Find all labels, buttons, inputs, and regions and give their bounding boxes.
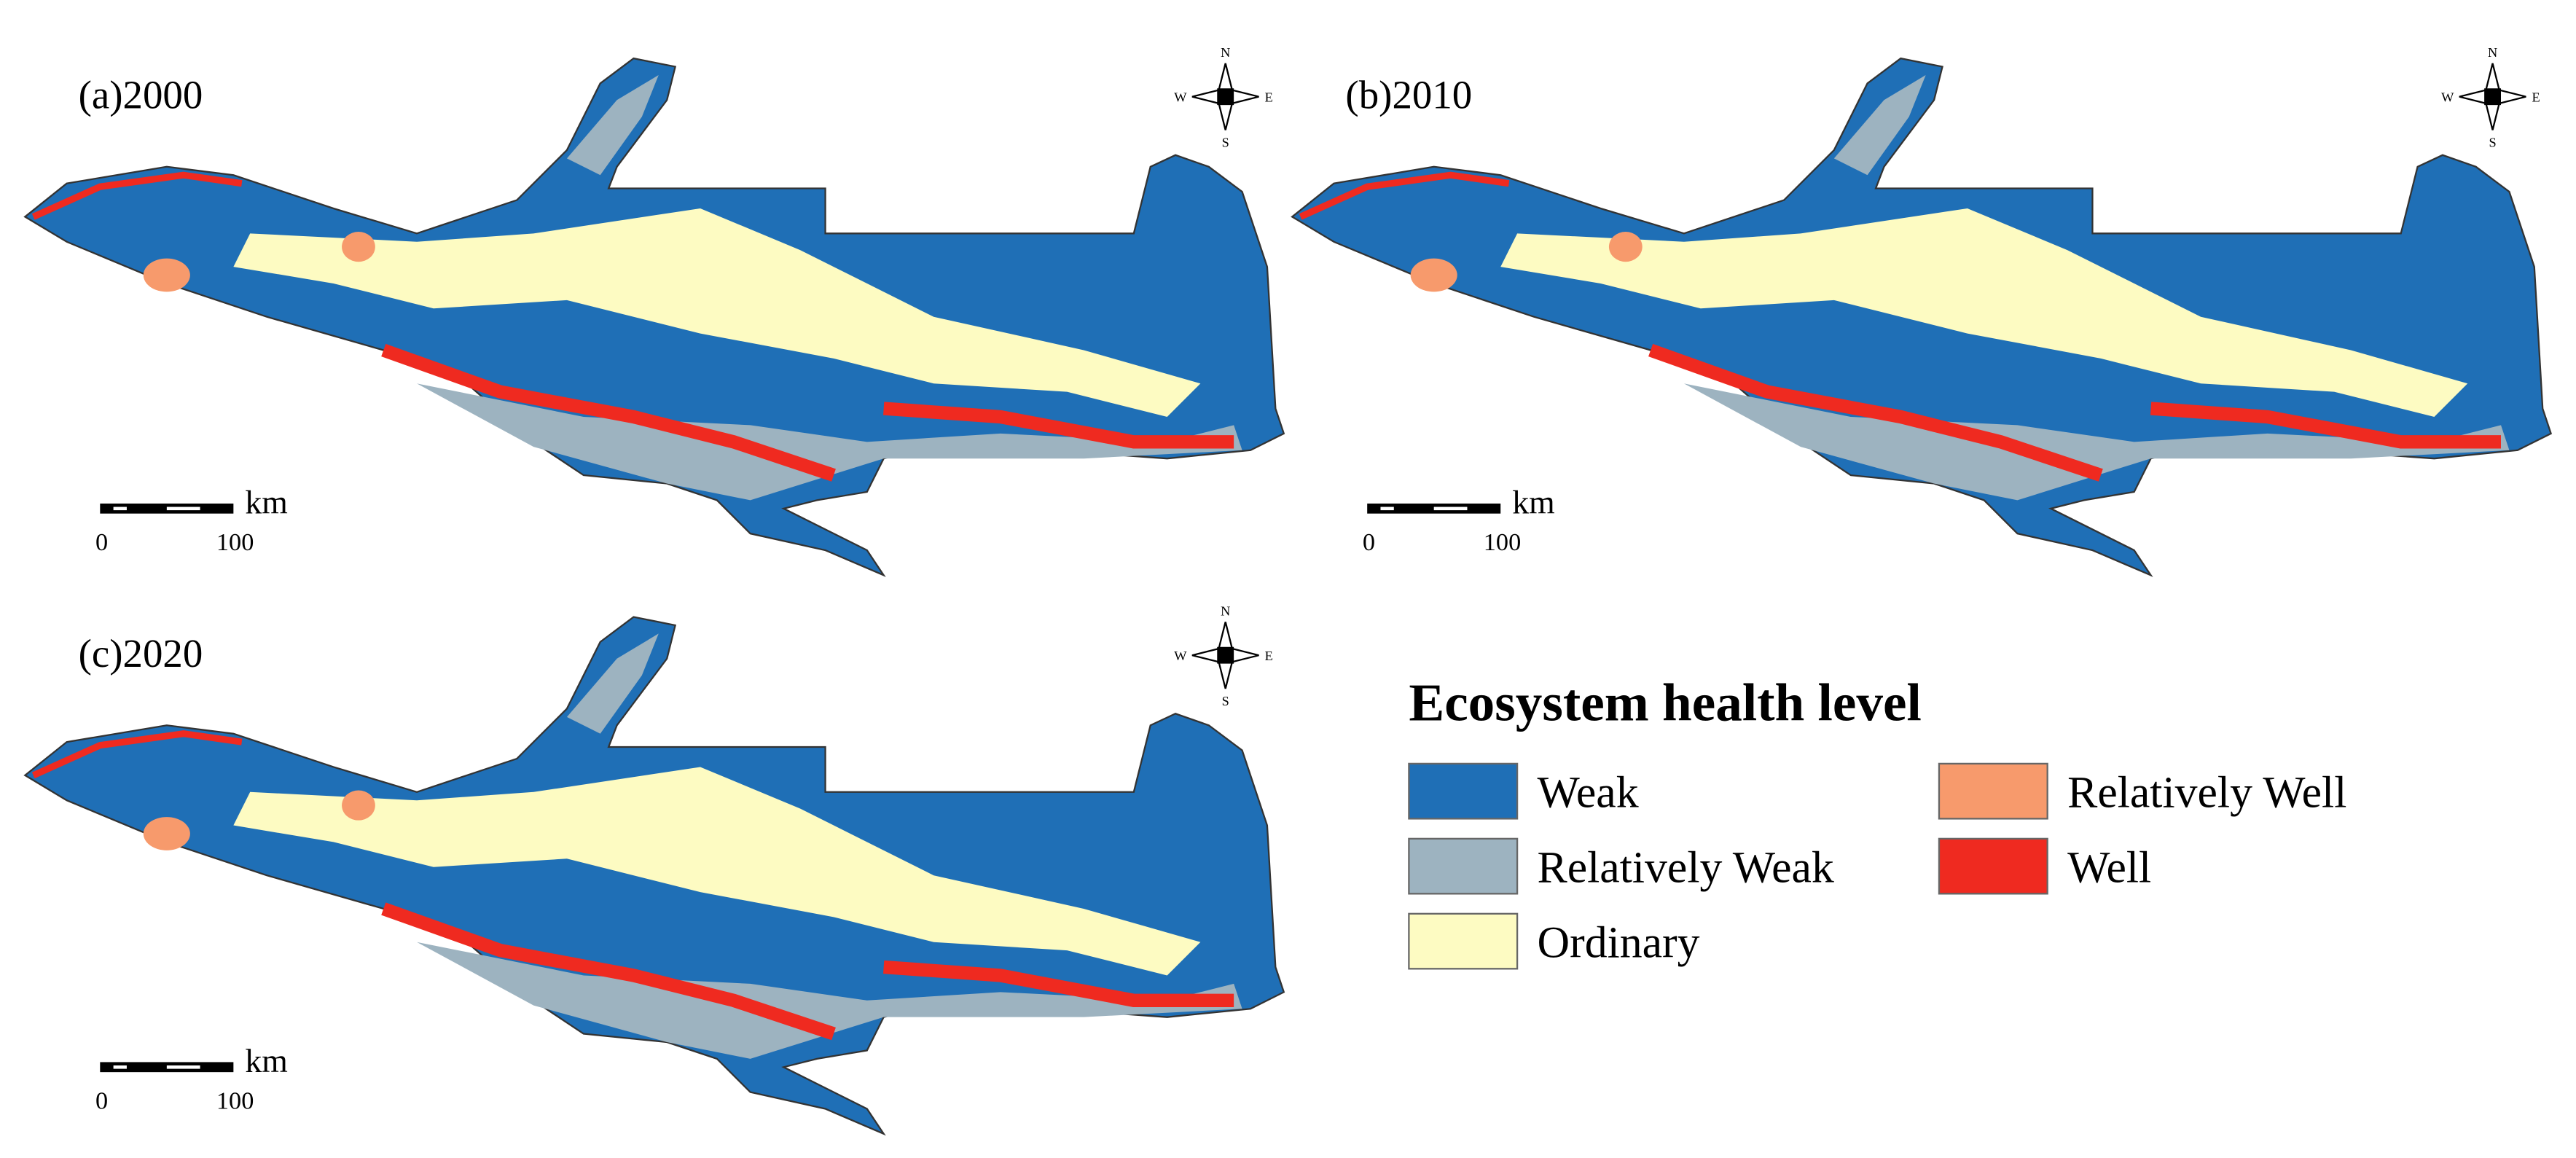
scale-start: 0 <box>95 528 108 556</box>
legend-label: Ordinary <box>1538 918 1700 967</box>
map-region <box>417 383 1242 501</box>
panel-label: (b)2010 <box>1345 73 1472 117</box>
legend-swatch <box>1938 837 2048 895</box>
legend-label: Relatively Well <box>2067 767 2346 817</box>
scale-start: 0 <box>1363 528 1375 556</box>
map-region <box>381 343 836 482</box>
scale-start: 0 <box>95 1087 108 1115</box>
compass-e: E <box>1265 649 1273 663</box>
map-region <box>1833 74 1926 176</box>
map-region <box>143 817 190 850</box>
map-region <box>1410 258 1457 292</box>
panel-label: (c)2020 <box>79 631 203 676</box>
compass: N S W E <box>1174 603 1272 708</box>
scale-end: 100 <box>216 1087 254 1115</box>
compass-w: W <box>1174 649 1187 663</box>
compass-center <box>1217 88 1234 106</box>
map-region <box>1500 208 2468 417</box>
map-panel: (a)2000 N S W Ekm 0 100 <box>23 45 1285 577</box>
map-region <box>342 232 375 262</box>
map-region <box>381 902 836 1041</box>
legend-label: Relatively Weak <box>1538 842 1834 892</box>
legend-title: Ecosystem health level <box>1409 673 1921 732</box>
map-panel: (b)2010 N S W Ekm 0 100 <box>1291 45 2553 577</box>
map-region <box>883 402 1234 449</box>
map-region <box>1299 171 1510 220</box>
compass-s: S <box>1222 694 1229 708</box>
legend-label: Weak <box>1538 767 1639 817</box>
legend-swatch <box>1408 762 1519 820</box>
compass-center <box>1217 646 1234 664</box>
compass-n: N <box>1221 603 1230 618</box>
map-region <box>566 633 659 734</box>
map-region <box>566 74 659 176</box>
scale-bar <box>1433 506 1468 511</box>
legend-swatch <box>1938 762 2048 820</box>
map-region <box>1608 232 1643 262</box>
scale-unit: km <box>245 484 287 521</box>
map-region <box>342 790 375 821</box>
map-region <box>883 960 1234 1007</box>
compass: N S W E <box>1174 45 1272 150</box>
scale-bar <box>113 1065 127 1069</box>
legend-label: Well <box>2067 842 2151 892</box>
map-region <box>233 767 1201 976</box>
scale-end: 100 <box>216 528 254 556</box>
scale-bar <box>113 506 127 511</box>
compass-s: S <box>2489 135 2496 149</box>
map-region <box>1683 383 2510 501</box>
compass-e: E <box>2532 90 2540 105</box>
legend-swatch <box>1408 912 1519 970</box>
panel-label: (a)2000 <box>79 73 203 117</box>
compass-n: N <box>1221 45 1230 60</box>
compass-n: N <box>2488 45 2497 60</box>
map-region <box>2150 402 2502 449</box>
scale-bar <box>166 506 200 511</box>
compass-center <box>2484 88 2502 106</box>
scale-unit: km <box>1512 484 1554 521</box>
map-region <box>31 730 243 779</box>
map-region <box>1648 343 2103 482</box>
map-region <box>417 942 1242 1059</box>
map-panel: (c)2020 N S W Ekm 0 100 <box>23 603 1285 1136</box>
compass-e: E <box>1265 90 1273 105</box>
scale-bar <box>166 1065 200 1069</box>
scale-end: 100 <box>1484 528 1521 556</box>
map-region <box>31 171 243 220</box>
scale-unit: km <box>245 1042 287 1079</box>
compass-s: S <box>1222 135 1229 149</box>
compass-w: W <box>1174 90 1187 105</box>
compass-w: W <box>2441 90 2454 105</box>
map-region <box>143 258 190 292</box>
legend-swatch <box>1408 837 1519 895</box>
scale-bar <box>1380 506 1394 511</box>
map-region <box>233 208 1201 417</box>
compass: N S W E <box>2441 45 2540 150</box>
